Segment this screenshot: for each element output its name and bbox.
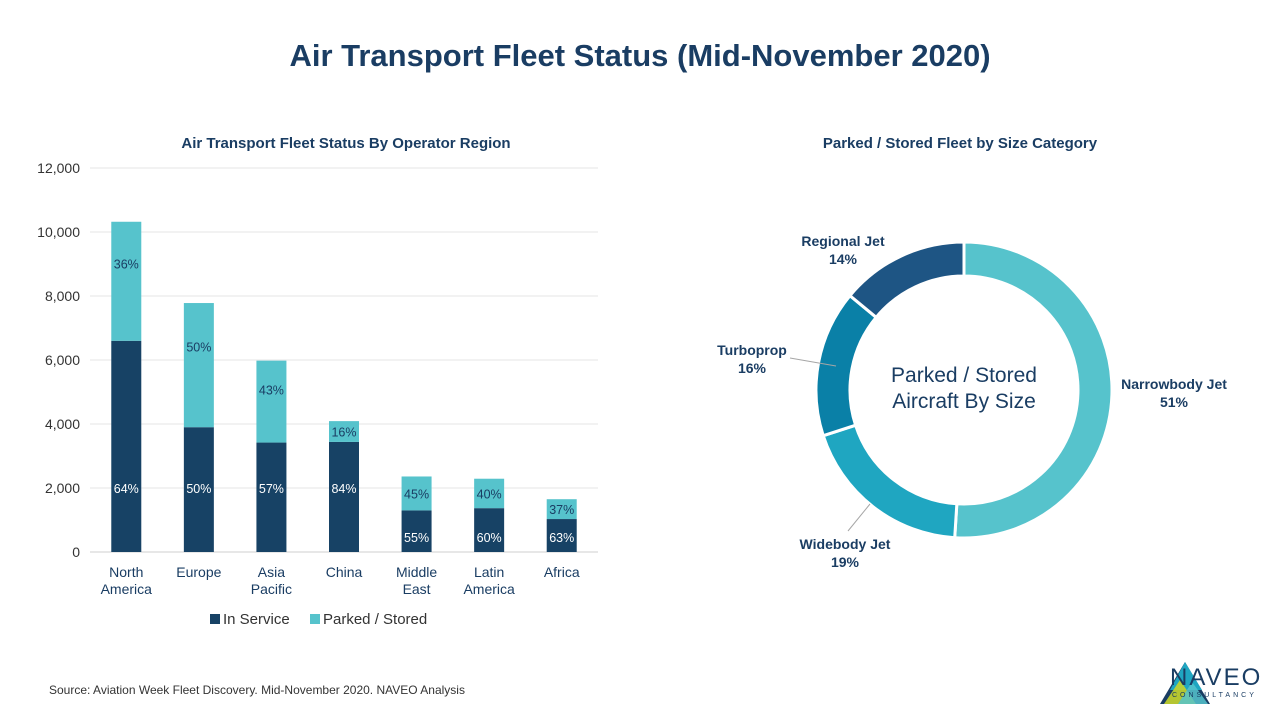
- slice-name-label: Widebody Jet: [800, 536, 891, 552]
- source-note: Source: Aviation Week Fleet Discovery. M…: [49, 683, 465, 697]
- leader-line: [789, 357, 837, 367]
- donut-slice: [821, 423, 959, 540]
- donut-center-label: Parked / Stored: [891, 364, 1037, 387]
- data-label: 63%: [549, 531, 574, 545]
- legend-label: In Service: [223, 611, 290, 628]
- data-label: 43%: [259, 383, 284, 397]
- y-tick-label: 4,000: [45, 416, 80, 432]
- y-tick-label: 8,000: [45, 288, 80, 304]
- bar-parked: [256, 360, 287, 443]
- bar-in-service: [183, 427, 214, 552]
- bar-parked: [183, 303, 214, 428]
- x-tick-label: North: [109, 564, 143, 580]
- logo-wordmark: NAVEO: [1170, 664, 1263, 691]
- bar-in-service: [474, 508, 505, 552]
- x-tick-label: East: [403, 581, 431, 597]
- slice-value-label: 51%: [1160, 394, 1189, 410]
- y-tick-label: 10,000: [37, 224, 80, 240]
- data-label: 57%: [259, 482, 284, 496]
- bar-parked: [329, 421, 359, 442]
- donut-chart: Narrowbody Jet 51% Widebody Jet 19% Turbopro…: [717, 233, 1227, 570]
- data-label: 50%: [186, 482, 211, 496]
- naveo-logo-icon: [1160, 662, 1210, 704]
- bar-parked: [546, 499, 577, 520]
- x-tick-label: Latin: [474, 564, 504, 580]
- slice-name-label: Turboprop: [717, 342, 787, 358]
- data-label: 36%: [114, 257, 139, 271]
- data-label: 50%: [186, 340, 211, 354]
- data-label: 40%: [477, 487, 502, 501]
- donut-slice: [814, 293, 879, 438]
- x-tick-label: America: [463, 581, 515, 597]
- slice-value-label: 14%: [829, 251, 858, 267]
- page-title: Air Transport Fleet Status (Mid-November…: [289, 38, 991, 73]
- bar-in-service: [256, 442, 287, 552]
- donut-slice: [953, 240, 1114, 540]
- bar-chart: 0 2,000 4,000 6,000 8,000 10,000 12,000 64% 36% N…: [37, 160, 598, 628]
- x-tick-label: Asia: [258, 564, 285, 580]
- data-label: 16%: [331, 426, 356, 440]
- legend-swatch-parked: [310, 614, 320, 624]
- bar-parked: [111, 221, 142, 341]
- x-tick-label: Middle: [396, 564, 437, 580]
- y-tick-label: 2,000: [45, 480, 80, 496]
- logo-subtext: CONSULTANCY: [1172, 692, 1257, 699]
- bar-in-service: [111, 340, 142, 552]
- bar-in-service: [329, 441, 359, 552]
- bar-in-service: [546, 519, 577, 552]
- x-tick-label: Europe: [176, 564, 221, 580]
- slice-value-label: 19%: [831, 554, 860, 570]
- data-label: 45%: [404, 487, 429, 501]
- data-label: 55%: [404, 531, 429, 545]
- leader-line: [847, 503, 871, 532]
- x-tick-label: Africa: [544, 564, 580, 580]
- x-tick-label: Pacific: [251, 581, 292, 597]
- y-tick-label: 12,000: [37, 160, 80, 176]
- y-tick-label: 6,000: [45, 352, 80, 368]
- donut-slice: [847, 240, 966, 320]
- donut-center-label: Aircraft By Size: [892, 390, 1036, 413]
- data-label: 60%: [477, 531, 502, 545]
- legend-label: Parked / Stored: [323, 611, 427, 628]
- x-tick-label: America: [101, 581, 153, 597]
- data-label: 84%: [331, 482, 356, 496]
- slice-name-label: Regional Jet: [801, 233, 885, 249]
- x-tick-label: China: [326, 564, 363, 580]
- data-label: 64%: [114, 482, 139, 496]
- data-label: 37%: [549, 503, 574, 517]
- donut-chart-title: Parked / Stored Fleet by Size Category: [822, 135, 1098, 152]
- bar-parked: [474, 478, 505, 509]
- slice-value-label: 16%: [738, 360, 767, 376]
- y-tick-label: 0: [72, 544, 80, 560]
- slice-name-label: Narrowbody Jet: [1121, 376, 1227, 392]
- legend-swatch-in-service: [210, 614, 220, 624]
- bar-chart-title: Air Transport Fleet Status By Operator R…: [181, 135, 511, 152]
- bar-in-service: [401, 510, 432, 552]
- bar-parked: [401, 476, 432, 511]
